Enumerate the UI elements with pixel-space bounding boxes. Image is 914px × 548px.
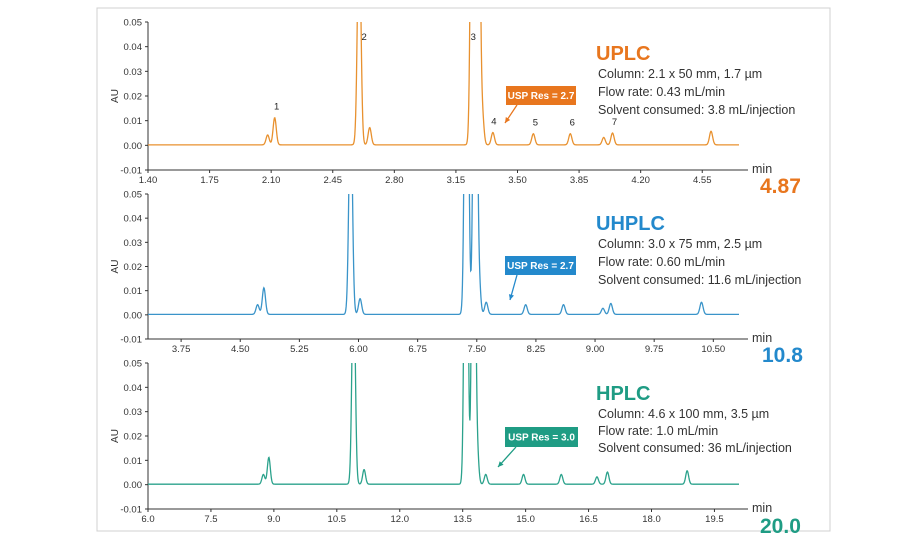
arrow-head-icon bbox=[498, 461, 504, 467]
run-time: 20.0 bbox=[760, 515, 801, 538]
y-tick-label: 0.04 bbox=[124, 214, 143, 225]
resolution-box bbox=[506, 86, 576, 105]
method-info: Solvent consumed: 36 mL/injection bbox=[598, 441, 792, 455]
x-tick-label: 3.85 bbox=[570, 175, 589, 186]
x-tick-label: 8.25 bbox=[527, 344, 546, 355]
y-tick-label: 0.01 bbox=[124, 286, 143, 297]
method-title: HPLC bbox=[596, 383, 650, 405]
x-tick-label: 7.5 bbox=[204, 514, 217, 525]
resolution-box bbox=[505, 256, 576, 275]
method-info: Solvent consumed: 3.8 mL/injection bbox=[598, 103, 795, 117]
x-tick-label: 9.0 bbox=[267, 514, 280, 525]
resolution-label: USP Res = 2.7 bbox=[508, 91, 575, 102]
peak-label: 1 bbox=[274, 102, 279, 113]
panel-hplc: 0.05 0.04 0.03 0.02 0.01 0.00 -0.016.0 7.5 9.0 10… bbox=[110, 359, 801, 539]
x-tick-label: 1.40 bbox=[139, 175, 158, 186]
figure-frame bbox=[96, 7, 831, 532]
x-tick-label: 15.0 bbox=[516, 514, 535, 525]
x-tick-label: 7.50 bbox=[468, 344, 487, 355]
x-tick-label: 13.5 bbox=[453, 514, 472, 525]
method-info: Column: 2.1 x 50 mm, 1.7 µm bbox=[598, 67, 762, 81]
y-tick-label: 0.03 bbox=[124, 67, 143, 78]
x-tick-label: 2.10 bbox=[262, 175, 281, 186]
peak-label: 5 bbox=[533, 118, 538, 129]
y-axis-label: AU bbox=[110, 89, 121, 103]
x-tick-label: 3.75 bbox=[172, 344, 191, 355]
x-tick-label: 3.15 bbox=[447, 175, 466, 186]
method-title: UHPLC bbox=[596, 213, 665, 235]
y-tick-label: 0.00 bbox=[124, 480, 143, 491]
x-tick-label: 19.5 bbox=[705, 514, 724, 525]
y-axis-label: AU bbox=[110, 429, 121, 443]
x-tick-label: 4.20 bbox=[631, 175, 650, 186]
x-tick-label: 6.0 bbox=[141, 514, 154, 525]
method-info: Column: 4.6 x 100 mm, 3.5 µm bbox=[598, 407, 769, 421]
x-tick-label: 10.50 bbox=[701, 344, 725, 355]
y-tick-label: 0.04 bbox=[124, 42, 143, 53]
y-tick-label: 0.01 bbox=[124, 116, 143, 127]
y-axis-label: AU bbox=[110, 260, 121, 274]
x-tick-label: 10.5 bbox=[328, 514, 347, 525]
resolution-box bbox=[505, 427, 578, 447]
y-tick-label: 0.02 bbox=[124, 262, 143, 273]
x-tick-label: 4.55 bbox=[693, 175, 712, 186]
x-axis-unit: min bbox=[752, 501, 772, 515]
y-tick-label: 0.04 bbox=[124, 383, 143, 394]
x-tick-label: 2.45 bbox=[324, 175, 343, 186]
panel-uplc: 0.05 0.04 0.03 0.02 0.01 0.00 -0.011.40 1.75 2.1… bbox=[110, 18, 801, 199]
peak-label: 6 bbox=[570, 118, 575, 129]
y-tick-label: 0.01 bbox=[124, 456, 143, 467]
y-tick-label: 0.03 bbox=[124, 238, 143, 249]
x-tick-label: 6.00 bbox=[349, 344, 368, 355]
peak-label: 7 bbox=[612, 117, 617, 128]
x-tick-label: 5.25 bbox=[290, 344, 309, 355]
y-tick-label: 0.05 bbox=[124, 359, 143, 370]
method-info: Flow rate: 0.43 mL/min bbox=[598, 85, 725, 99]
arrow-head-icon bbox=[508, 294, 514, 300]
y-tick-label: 0.00 bbox=[124, 310, 143, 321]
x-tick-label: 16.5 bbox=[579, 514, 598, 525]
run-time: 4.87 bbox=[760, 175, 801, 198]
resolution-label: USP Res = 3.0 bbox=[508, 433, 575, 444]
method-title: UPLC bbox=[596, 43, 650, 65]
x-tick-label: 9.75 bbox=[645, 344, 664, 355]
x-axis-unit: min bbox=[752, 162, 772, 176]
arrow-head-icon bbox=[505, 117, 511, 123]
y-tick-label: -0.01 bbox=[120, 166, 142, 177]
y-tick-label: -0.01 bbox=[120, 505, 142, 516]
y-tick-label: 0.00 bbox=[124, 141, 143, 152]
y-tick-label: 0.02 bbox=[124, 92, 143, 103]
x-tick-label: 2.80 bbox=[385, 175, 404, 186]
x-tick-label: 4.50 bbox=[231, 344, 250, 355]
method-info: Column: 3.0 x 75 mm, 2.5 µm bbox=[598, 237, 762, 251]
chromatogram-trace bbox=[148, 194, 739, 315]
x-tick-label: 3.50 bbox=[508, 175, 527, 186]
method-info: Solvent consumed: 11.6 mL/injection bbox=[598, 273, 801, 287]
peak-label: 4 bbox=[491, 117, 496, 128]
x-tick-label: 9.00 bbox=[586, 344, 605, 355]
x-tick-label: 18.0 bbox=[642, 514, 661, 525]
x-tick-label: 1.75 bbox=[200, 175, 219, 186]
x-tick-label: 12.0 bbox=[390, 514, 409, 525]
y-tick-label: 0.02 bbox=[124, 432, 143, 443]
y-tick-label: -0.01 bbox=[120, 335, 142, 346]
method-info: Flow rate: 1.0 mL/min bbox=[598, 424, 718, 438]
panel-uhplc: 0.05 0.04 0.03 0.02 0.01 0.00 -0.01 3.75 4.50 5.2… bbox=[110, 190, 803, 368]
resolution-label: USP Res = 2.7 bbox=[507, 261, 574, 272]
chromatogram-trace bbox=[148, 363, 739, 485]
y-tick-label: 0.05 bbox=[124, 18, 143, 29]
chromatogram-trace bbox=[148, 22, 739, 146]
peak-label: 2 bbox=[361, 32, 366, 43]
method-info: Flow rate: 0.60 mL/min bbox=[598, 255, 725, 269]
peak-label: 3 bbox=[471, 32, 476, 43]
x-axis-unit: min bbox=[752, 331, 772, 345]
run-time: 10.8 bbox=[762, 344, 803, 367]
y-tick-label: 0.03 bbox=[124, 407, 143, 418]
y-tick-label: 0.05 bbox=[124, 190, 143, 201]
x-tick-label: 6.75 bbox=[408, 344, 427, 355]
